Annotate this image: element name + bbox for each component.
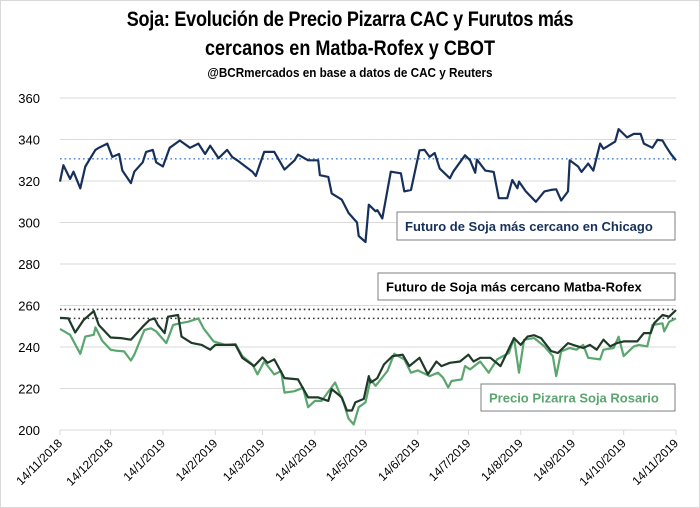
- x-tick-label: 14/11/2019: [629, 436, 681, 488]
- x-tick-label: 14/8/2019: [478, 436, 526, 484]
- y-tick-label: 320: [18, 174, 40, 189]
- x-tick-label: 14/4/2019: [272, 436, 320, 484]
- x-tick-label: 14/2/2019: [173, 436, 221, 484]
- y-tick-label: 240: [18, 340, 40, 355]
- chicago-label-box: [396, 211, 676, 241]
- x-tick-label: 14/11/2018: [13, 436, 65, 488]
- x-tick-label: 14/1/2019: [120, 436, 168, 484]
- x-tick-label: 14/5/2019: [323, 436, 371, 484]
- y-tick-label: 260: [18, 299, 40, 314]
- series-line-1: [59, 309, 677, 412]
- y-tick-label: 340: [18, 133, 40, 148]
- rosario-label-box: [480, 383, 676, 412]
- y-tick-label: 200: [18, 423, 40, 438]
- chicago-label: Futuro de Soja más cercano en Chicago: [405, 219, 653, 234]
- x-tick-label: 14/3/2019: [220, 436, 268, 484]
- y-tick-label: 360: [18, 91, 40, 106]
- x-tick-label: 14/10/2019: [576, 436, 629, 489]
- y-tick-label: 300: [18, 216, 40, 231]
- y-tick-label: 280: [18, 257, 40, 272]
- x-tick-label: 14/9/2019: [531, 436, 579, 484]
- x-tick-label: 14/12/2018: [63, 436, 116, 489]
- chart-title-line2: cercanos en Matba-Rofex y CBOT: [204, 37, 496, 60]
- y-tick-label: 220: [18, 382, 40, 397]
- chart-title-line1: Soja: Evolución de Precio Pizarra CAC y …: [126, 8, 574, 31]
- series-line-2: [59, 317, 677, 426]
- matba-label-box: [377, 272, 676, 301]
- x-tick-label: 14/6/2019: [375, 436, 423, 484]
- series-line-0: [58, 128, 677, 244]
- chart-subtitle: @BCRmercados en base a datos de CAC y Re…: [207, 65, 493, 80]
- x-tick-label: 14/7/2019: [426, 436, 474, 484]
- rosario-label: Precio Pizarra Soja Rosario: [489, 391, 659, 406]
- matba-label: Futuro de Soja más cercano Matba-Rofex: [386, 280, 642, 295]
